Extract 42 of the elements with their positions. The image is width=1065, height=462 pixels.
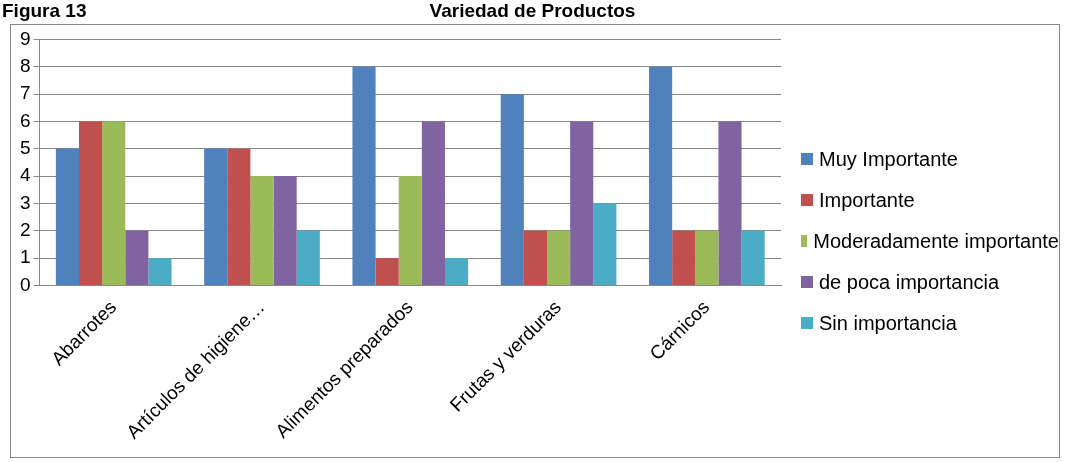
legend-label: Sin importancia	[819, 311, 957, 335]
y-tick-label: 9	[19, 27, 31, 49]
bar	[79, 121, 103, 285]
bar	[593, 203, 617, 285]
legend-label: de poca importancia	[819, 270, 1000, 294]
bar	[500, 94, 524, 285]
bar	[444, 258, 469, 285]
bar	[695, 230, 719, 285]
legend-label: Muy Importante	[819, 147, 958, 171]
bar	[204, 148, 228, 285]
y-tick-label: 3	[19, 191, 31, 213]
y-tick-label: 5	[19, 136, 31, 158]
y-tick-label: 6	[19, 109, 31, 131]
y-tick-label: 7	[19, 82, 31, 104]
legend-label: Moderadamente importante	[813, 229, 1059, 253]
bar	[398, 176, 422, 285]
bar	[570, 121, 594, 285]
bar	[421, 121, 445, 285]
bar	[273, 176, 297, 285]
bar	[55, 148, 80, 285]
bar	[102, 121, 126, 285]
y-tick-label: 2	[19, 219, 31, 240]
bar	[227, 148, 251, 285]
y-tick-label: 8	[19, 54, 31, 76]
chart-title: Variedad de Productos	[429, 0, 636, 21]
bar	[649, 66, 673, 285]
bar	[718, 121, 742, 285]
legend-label: Importante	[819, 188, 915, 212]
bar	[672, 230, 696, 285]
bar	[741, 230, 765, 285]
bar	[523, 230, 547, 285]
bar	[296, 230, 320, 285]
y-tick-label: 1	[19, 246, 31, 268]
bar	[375, 258, 399, 285]
bar	[547, 230, 571, 285]
bar	[352, 66, 376, 285]
y-tick-label: 0	[19, 273, 31, 295]
bar	[148, 258, 172, 285]
text: Figura 13	[2, 0, 87, 22]
bar	[125, 230, 149, 285]
y-tick-label: 4	[19, 164, 31, 186]
bar	[250, 176, 274, 285]
